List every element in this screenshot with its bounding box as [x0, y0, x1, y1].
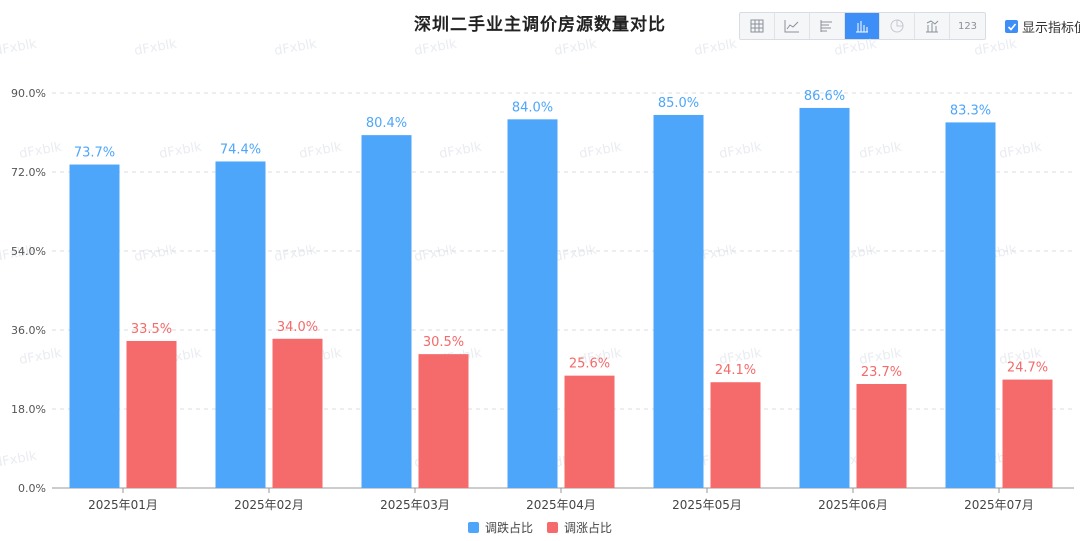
data-label: 25.6% — [569, 357, 610, 372]
watermark-text: dFxblk — [998, 346, 1043, 368]
watermark-text: dFxblk — [273, 37, 318, 59]
watermark-text: dFxblk — [18, 346, 63, 368]
bar-decline[interactable] — [69, 164, 120, 489]
watermark-text: dFxblk — [858, 346, 903, 368]
chart-title: 深圳二手业主调价房源数量对比 — [414, 15, 666, 35]
data-label: 23.7% — [861, 365, 902, 380]
watermark-text: dFxblk — [133, 243, 178, 265]
watermark-text: dFxblk — [973, 37, 1018, 59]
y-tick-label: 0.0% — [18, 482, 46, 495]
y-tick-label: 72.0% — [11, 166, 46, 179]
x-tick-label: 2025年03月 — [380, 498, 450, 512]
watermark-text: dFxblk — [133, 37, 178, 59]
number-view-button[interactable]: 123 — [950, 13, 985, 39]
bar-line-button[interactable] — [915, 13, 950, 39]
data-label: 30.5% — [423, 335, 464, 350]
watermark-text: dFxblk — [298, 140, 343, 162]
x-tick-label: 2025年07月 — [964, 498, 1034, 512]
legend-swatch — [547, 522, 558, 533]
data-label: 85.0% — [658, 96, 699, 111]
pie-chart-icon — [890, 19, 904, 33]
watermark-text: dFxblk — [438, 140, 483, 162]
y-tick-label: 18.0% — [11, 403, 46, 416]
legend-swatch — [467, 522, 479, 533]
watermark-text: dFxblk — [18, 140, 63, 162]
watermark-text: dFxblk — [718, 140, 763, 162]
watermark-text: dFxblk — [858, 140, 903, 162]
bar-horizontal-icon — [820, 20, 832, 32]
bar-vertical-icon — [856, 21, 868, 33]
data-label: 24.1% — [715, 363, 756, 378]
data-label: 86.6% — [804, 89, 845, 104]
pie-chart-button[interactable] — [880, 13, 915, 39]
data-label: 74.4% — [220, 142, 261, 157]
number-icon: 123 — [957, 20, 978, 32]
show-indicator-label: 显示指标值 — [1022, 21, 1080, 36]
y-tick-label: 90.0% — [11, 87, 46, 100]
horizontal-bar-button[interactable] — [810, 13, 845, 39]
chart-legend: 调跌占比 调涨占比 — [0, 519, 1080, 536]
bar-increase[interactable] — [564, 375, 615, 488]
bar-line-icon — [926, 20, 939, 33]
watermark-text: dFxblk — [273, 243, 318, 265]
watermark-text: dFxblk — [553, 243, 598, 265]
bar-decline[interactable] — [507, 119, 558, 488]
legend-label: 调跌占比 — [484, 521, 533, 535]
checkbox-checked-icon[interactable] — [1005, 20, 1018, 33]
legend-item[interactable]: 调涨占比 — [547, 519, 612, 536]
bar-increase[interactable] — [710, 382, 761, 488]
legend-label: 调涨占比 — [564, 521, 613, 535]
y-tick-label: 36.0% — [11, 324, 46, 337]
bar-increase[interactable] — [856, 383, 907, 488]
table-icon — [750, 19, 764, 33]
bar-decline[interactable] — [945, 122, 996, 489]
vertical-bar-button[interactable] — [845, 13, 880, 39]
watermark-text: dFxblk — [413, 37, 458, 59]
watermark-text: dFxblk — [413, 243, 458, 265]
line-chart-button[interactable] — [775, 13, 810, 39]
bar-increase[interactable] — [1002, 379, 1053, 488]
bar-decline[interactable] — [361, 135, 412, 488]
bar-decline[interactable] — [215, 161, 266, 488]
legend-item[interactable]: 调跌占比 — [467, 519, 533, 536]
watermark-text: dFxblk — [578, 346, 623, 368]
watermark-text: dFxblk — [553, 37, 598, 59]
data-label: 80.4% — [366, 116, 407, 131]
table-view-button[interactable] — [740, 13, 775, 39]
y-tick-label: 54.0% — [11, 245, 46, 258]
bar-increase[interactable] — [126, 340, 177, 488]
data-label: 33.5% — [131, 322, 172, 337]
x-tick-label: 2025年02月 — [234, 498, 304, 512]
data-label: 24.7% — [1007, 361, 1048, 376]
line-chart-icon — [784, 20, 799, 33]
data-label: 73.7% — [74, 146, 115, 161]
watermark-text: dFxblk — [833, 37, 878, 59]
watermark-text: dFxblk — [578, 140, 623, 162]
watermark-text: dFxblk — [0, 449, 38, 471]
bar-decline[interactable] — [799, 107, 850, 488]
data-label: 83.3% — [950, 103, 991, 118]
watermark-text: dFxblk — [693, 243, 738, 265]
bar-increase[interactable] — [272, 338, 323, 488]
watermark-text: dFxblk — [0, 37, 38, 59]
bar-decline[interactable] — [653, 114, 704, 488]
x-tick-label: 2025年04月 — [526, 498, 596, 512]
chart-toolbar: 123 — [739, 12, 986, 40]
x-tick-label: 2025年06月 — [818, 498, 888, 512]
watermark-text: dFxblk — [998, 140, 1043, 162]
show-indicator-toggle[interactable]: 显示指标值 — [1005, 17, 1080, 36]
data-label: 84.0% — [512, 100, 553, 115]
watermark-text: dFxblk — [693, 37, 738, 59]
x-tick-label: 2025年05月 — [672, 498, 742, 512]
watermark-text: dFxblk — [718, 346, 763, 368]
bar-increase[interactable] — [418, 354, 469, 488]
watermark-text: dFxblk — [158, 140, 203, 162]
x-tick-label: 2025年01月 — [88, 498, 158, 512]
data-label: 34.0% — [277, 320, 318, 335]
